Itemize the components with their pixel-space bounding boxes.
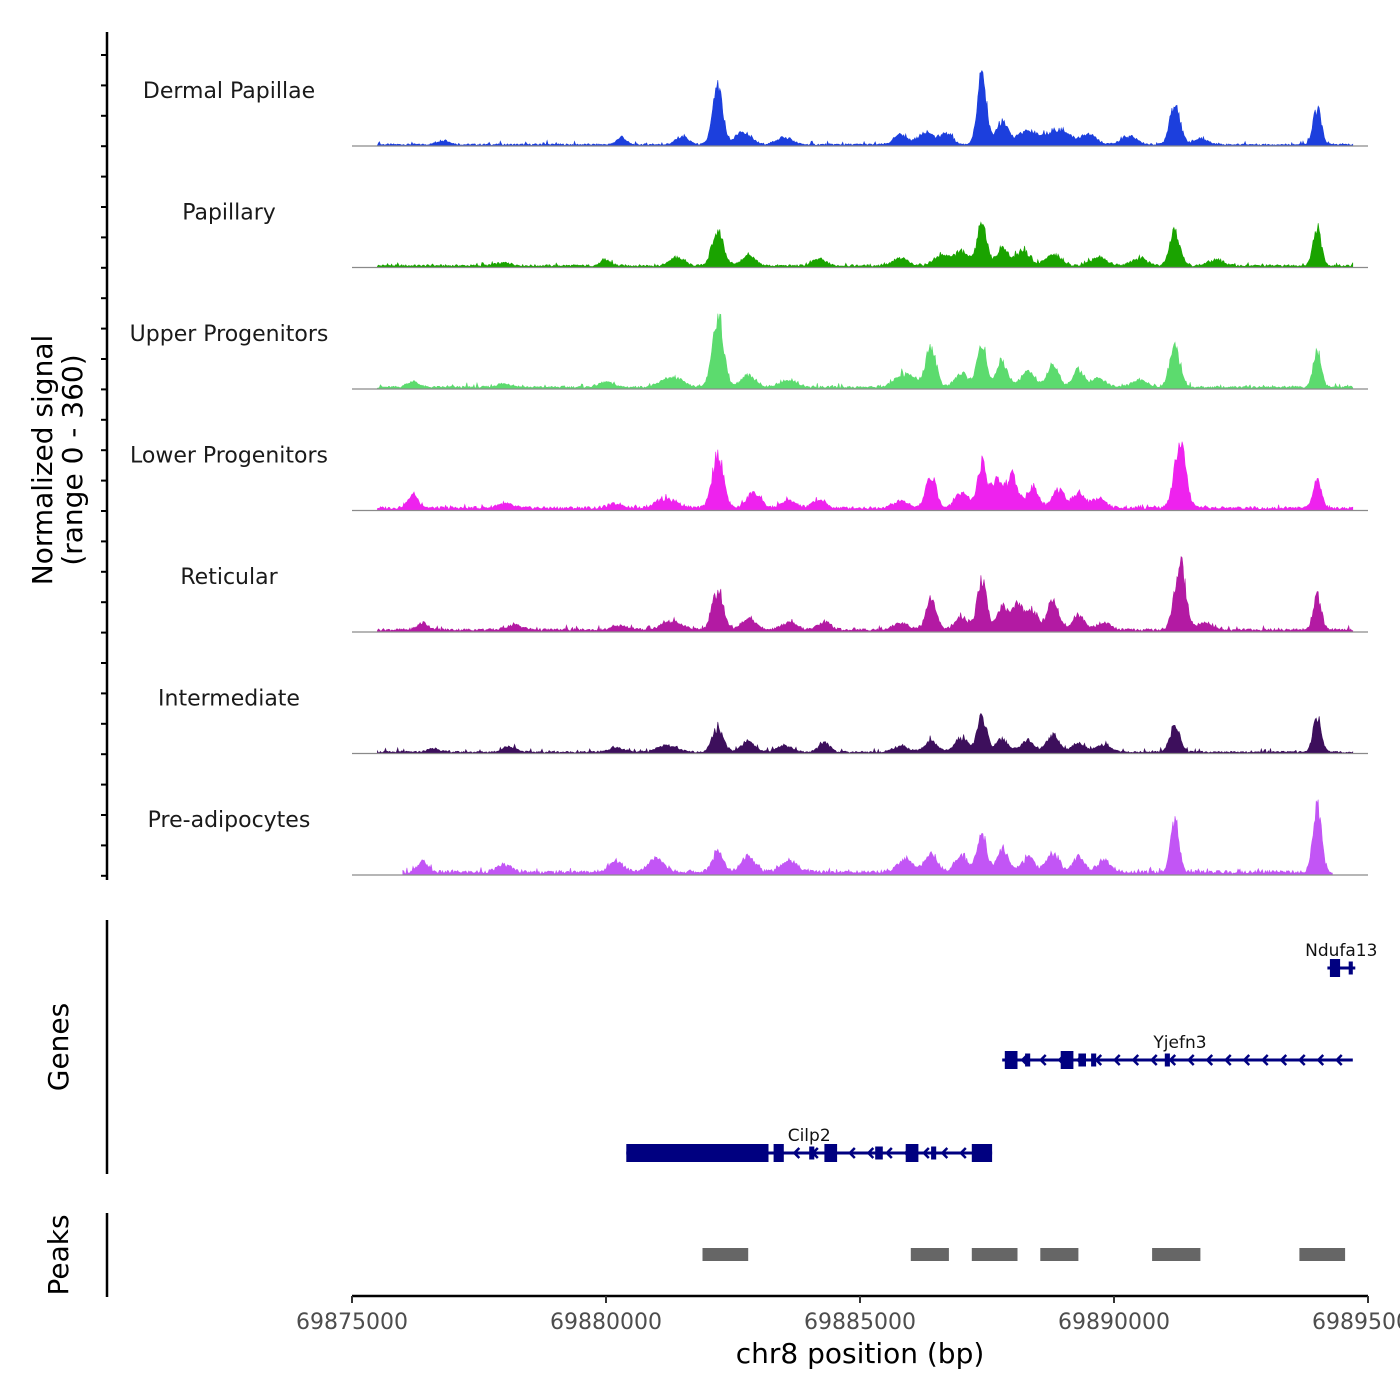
x-axis-tick-label: 69890000 xyxy=(1058,1310,1170,1335)
x-axis-tick-label: 69875000 xyxy=(296,1310,408,1335)
signal-track-label: Papillary xyxy=(182,201,276,226)
strand-arrow xyxy=(1242,1054,1251,1066)
signal-track-label: Lower Progenitors xyxy=(130,444,328,469)
strand-arrow xyxy=(1205,1054,1214,1066)
gene-name-label: Ndufa13 xyxy=(1305,941,1377,961)
peak-region xyxy=(702,1248,749,1261)
gene-exon xyxy=(809,1146,815,1160)
signal-track-area xyxy=(377,313,1354,390)
gene-exon xyxy=(1025,1053,1031,1067)
strand-arrow xyxy=(1186,1054,1195,1066)
strand-arrow xyxy=(866,1147,875,1159)
x-axis-title: chr8 position (bp) xyxy=(736,1337,985,1370)
peaks-panel xyxy=(105,1213,1346,1297)
signal-track-area xyxy=(377,69,1354,147)
strand-arrow xyxy=(940,1147,949,1159)
strand-arrow xyxy=(1149,1054,1158,1066)
signal-track-label: Dermal Papillae xyxy=(143,79,315,104)
x-axis-tick-label: 69895000 xyxy=(1312,1310,1400,1335)
gene-name-label: Cilp2 xyxy=(788,1126,831,1146)
peak-region xyxy=(1299,1248,1346,1261)
genes-y-axis-label: Genes xyxy=(42,1003,75,1091)
strand-arrow xyxy=(1223,1054,1232,1066)
signal-track-area xyxy=(377,555,1354,633)
strand-arrow xyxy=(1112,1054,1121,1066)
signal-track-label: Intermediate xyxy=(158,687,300,712)
gene-exon xyxy=(1091,1053,1097,1067)
signal-track-area xyxy=(377,221,1354,268)
strand-arrow xyxy=(922,1147,930,1159)
strand-arrow xyxy=(959,1147,967,1159)
gene-exon xyxy=(1164,1053,1170,1067)
gene-exon xyxy=(1004,1051,1018,1069)
gene-exon xyxy=(773,1144,784,1162)
signal-y-axis-label-line1: Normalized signal xyxy=(26,335,59,586)
signal-track-label: Pre-adipocytes xyxy=(148,808,311,833)
strand-arrow xyxy=(1260,1054,1269,1066)
x-axis-tick-label: 69885000 xyxy=(804,1310,916,1335)
gene-exon xyxy=(1348,961,1353,975)
gene-exon xyxy=(1078,1053,1086,1067)
gene-exon xyxy=(1329,959,1341,977)
signal-track-label: Upper Progenitors xyxy=(130,322,329,347)
gene-name-label: Yjefn3 xyxy=(1152,1033,1206,1053)
strand-arrow xyxy=(1038,1054,1047,1066)
genes-panel: Ndufa13 Yjefn3 Cilp2 xyxy=(105,920,1377,1174)
signal-y-axis-label-line2: (range 0 - 360) xyxy=(56,354,89,565)
strand-arrow xyxy=(1131,1054,1140,1066)
signal-track-label: Reticular xyxy=(180,565,278,590)
signal-track-area xyxy=(377,441,1354,511)
strand-arrow xyxy=(1168,1054,1177,1066)
peak-region xyxy=(1152,1248,1201,1261)
peak-region xyxy=(971,1248,1018,1261)
peak-region xyxy=(910,1248,949,1261)
strand-arrow xyxy=(1334,1054,1343,1066)
gene-exon xyxy=(931,1146,937,1160)
signal-track-area xyxy=(377,712,1354,754)
strand-arrow xyxy=(1297,1054,1306,1066)
gene-exon xyxy=(875,1146,883,1160)
signal-tracks-panel: Dermal Papillae Papillary Upper Progenitor… xyxy=(101,32,1368,880)
strand-arrow xyxy=(792,1147,801,1159)
gene-exon xyxy=(971,1144,993,1162)
gene-exon xyxy=(824,1144,838,1162)
peaks-y-axis-label: Peaks xyxy=(42,1214,75,1295)
strand-arrow xyxy=(1094,1054,1103,1066)
strand-arrow xyxy=(885,1147,893,1159)
gene-exon xyxy=(1060,1051,1074,1069)
strand-arrow xyxy=(1316,1054,1325,1066)
gene-exon xyxy=(626,1144,769,1162)
x-axis-tick-label: 69880000 xyxy=(550,1310,662,1335)
gene-exon xyxy=(905,1144,919,1162)
signal-track-area xyxy=(402,799,1333,876)
strand-arrow xyxy=(1279,1054,1288,1066)
strand-arrow xyxy=(848,1147,856,1159)
x-axis: 69875000 69880000 69885000 69890000 69895000 xyxy=(296,1294,1400,1335)
peak-region xyxy=(1040,1248,1079,1261)
